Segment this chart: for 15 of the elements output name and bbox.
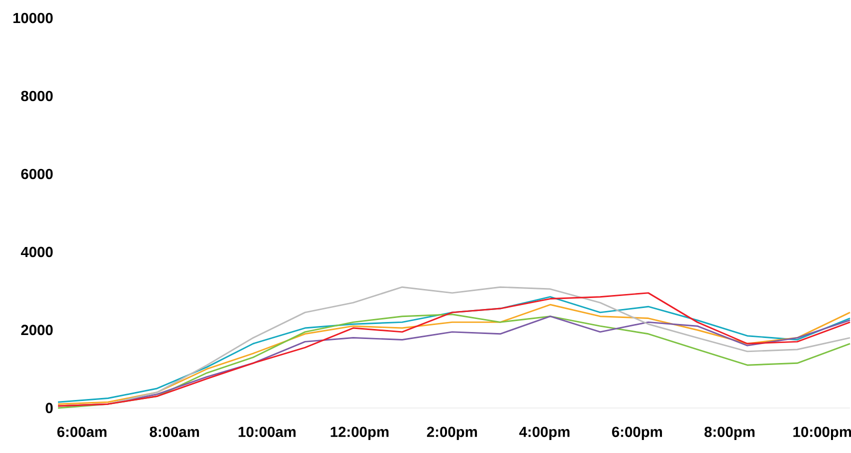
- y-tick-label: 10000: [13, 12, 53, 24]
- y-tick-label: 8000: [21, 90, 53, 102]
- x-tick-label: 2:00pm: [426, 426, 477, 440]
- x-tick-label: 8:00am: [150, 426, 199, 438]
- x-tick-label: 6:00pm: [612, 426, 662, 440]
- x-tick-label: 10:00pm: [793, 426, 851, 440]
- y-tick-label: 0: [46, 402, 53, 414]
- x-tick-label: 10:00am: [238, 426, 296, 438]
- x-tick-label: 12:00pm: [330, 426, 388, 440]
- y-tick-label: 2000: [21, 324, 53, 336]
- x-tick-label: 4:00pm: [519, 426, 570, 440]
- y-tick-label: 4000: [20, 246, 53, 258]
- x-tick-label: 6:00am: [57, 426, 106, 438]
- y-tick-label: 6000: [21, 168, 53, 180]
- x-tick-label: 8:00pm: [704, 426, 754, 440]
